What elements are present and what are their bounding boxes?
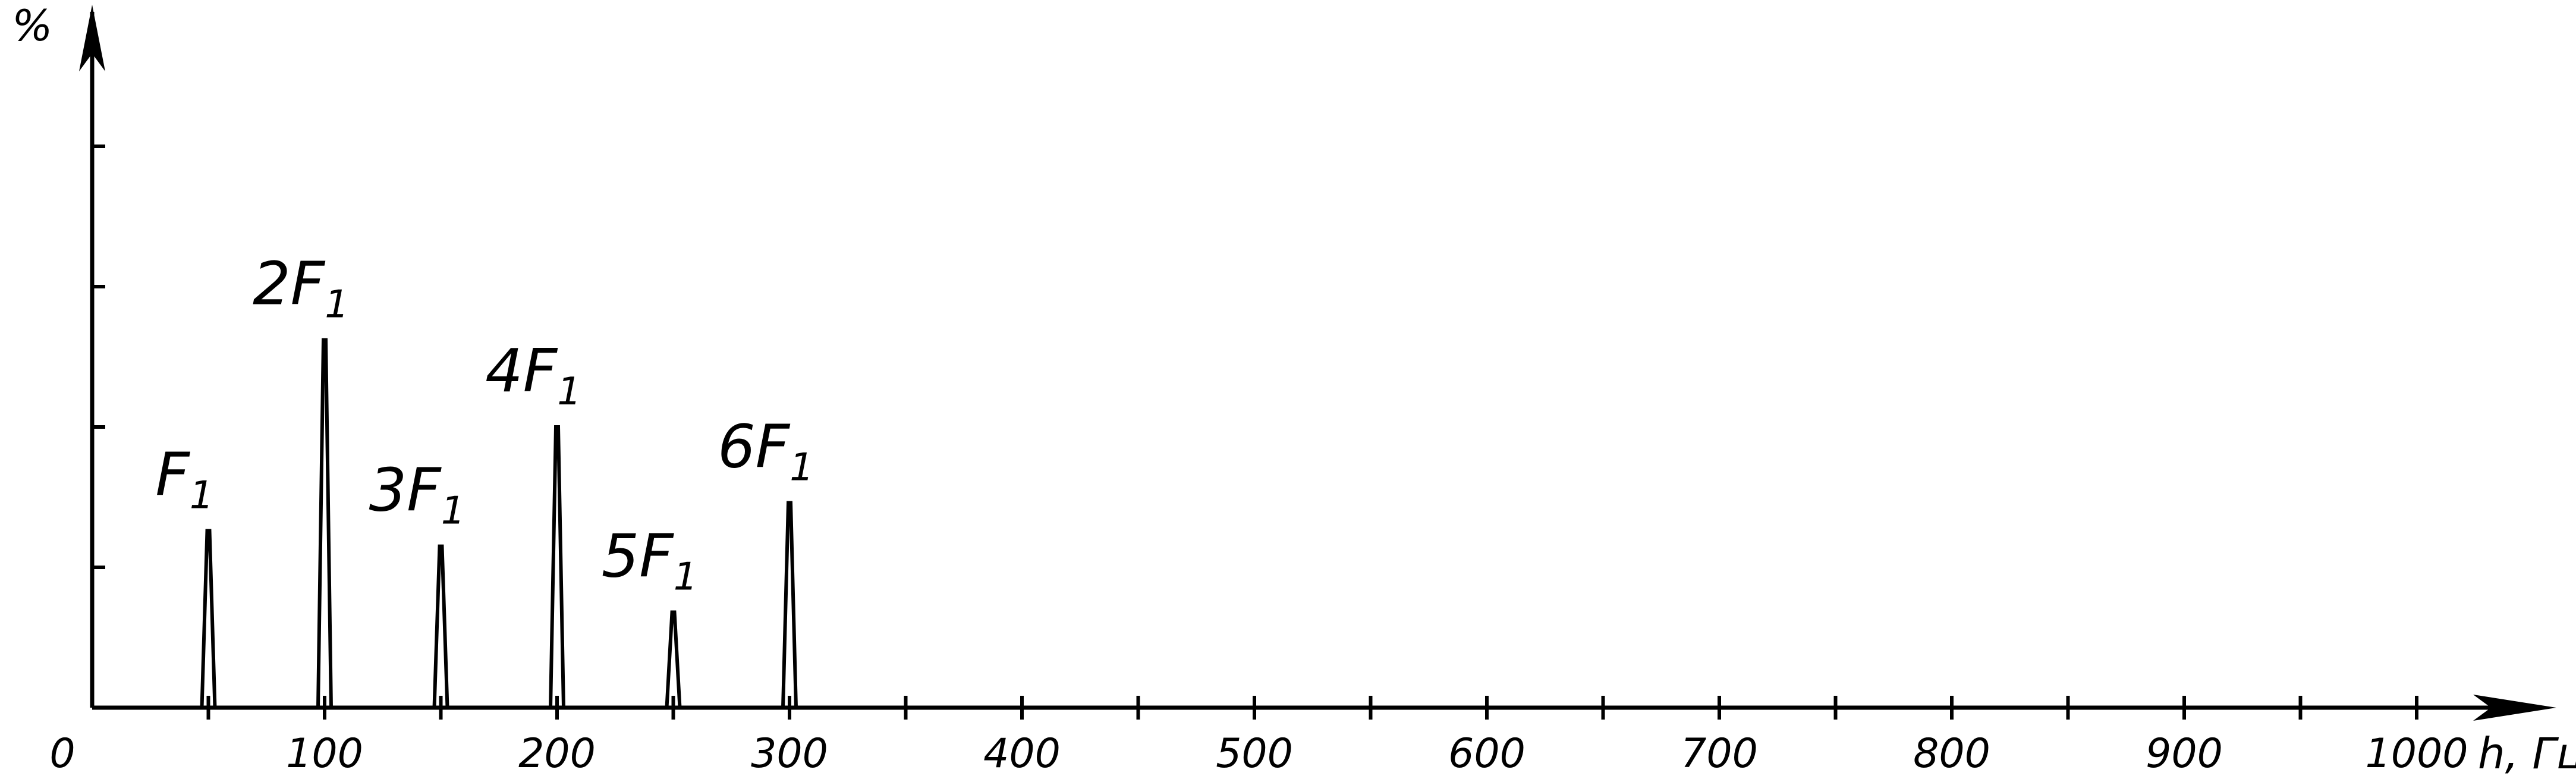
peak-bar xyxy=(432,544,449,708)
peak-label: 6F1 xyxy=(718,412,814,489)
x-axis-arrow xyxy=(2473,695,2556,721)
peak-label: F1 xyxy=(155,440,213,518)
x-tick-label: 500 xyxy=(1216,730,1293,777)
peak-bar xyxy=(781,501,798,708)
y-axis-label: % xyxy=(12,1,52,51)
x-tick-label: 700 xyxy=(1681,730,1758,777)
x-tick-label: 400 xyxy=(983,730,1061,777)
peaks xyxy=(200,338,798,708)
x-tick-label: 0 xyxy=(49,730,75,777)
x-tick-label: 900 xyxy=(2146,730,2223,777)
x-tick-label: 600 xyxy=(1448,730,1526,777)
x-tick-label: 300 xyxy=(751,730,828,777)
labels: 0 100 200 300 400 500 600 700 800 900 1000% h, Гц F1… xyxy=(12,1,2576,778)
peak-bar xyxy=(200,529,217,708)
peak-bar xyxy=(549,425,565,708)
peak-label: 2F1 xyxy=(253,249,349,327)
peak-bar xyxy=(665,610,682,708)
y-axis-arrow xyxy=(79,5,105,71)
axes xyxy=(79,5,2556,721)
x-axis-label: h, Гц xyxy=(2478,728,2576,778)
peak-bar xyxy=(316,338,333,708)
ticks xyxy=(91,145,2418,720)
x-tick-label: 1000 xyxy=(2365,730,2468,777)
x-tick-label: 800 xyxy=(1913,730,1990,777)
x-tick-label: 100 xyxy=(286,730,363,777)
peak-label: 4F1 xyxy=(485,336,581,414)
x-tick-label: 200 xyxy=(518,730,596,777)
peak-label: 5F1 xyxy=(602,522,698,599)
peak-label: 3F1 xyxy=(369,456,465,533)
